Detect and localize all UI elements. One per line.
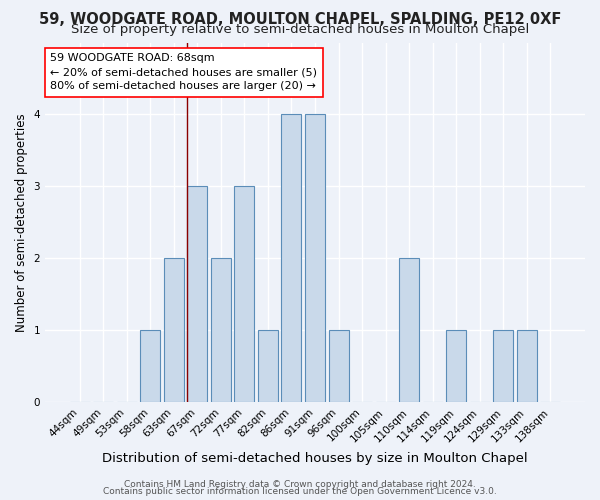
Bar: [329, 330, 349, 402]
Bar: [164, 258, 184, 402]
Text: Size of property relative to semi-detached houses in Moulton Chapel: Size of property relative to semi-detach…: [71, 22, 529, 36]
Bar: [235, 186, 254, 402]
Bar: [517, 330, 537, 402]
Bar: [140, 330, 160, 402]
Bar: [305, 114, 325, 402]
Bar: [258, 330, 278, 402]
Text: Contains HM Land Registry data © Crown copyright and database right 2024.: Contains HM Land Registry data © Crown c…: [124, 480, 476, 489]
Bar: [446, 330, 466, 402]
Y-axis label: Number of semi-detached properties: Number of semi-detached properties: [15, 113, 28, 332]
Text: 59, WOODGATE ROAD, MOULTON CHAPEL, SPALDING, PE12 0XF: 59, WOODGATE ROAD, MOULTON CHAPEL, SPALD…: [39, 12, 561, 28]
Bar: [187, 186, 208, 402]
Bar: [493, 330, 514, 402]
Text: 59 WOODGATE ROAD: 68sqm
← 20% of semi-detached houses are smaller (5)
80% of sem: 59 WOODGATE ROAD: 68sqm ← 20% of semi-de…: [50, 54, 317, 92]
Text: Contains public sector information licensed under the Open Government Licence v3: Contains public sector information licen…: [103, 488, 497, 496]
X-axis label: Distribution of semi-detached houses by size in Moulton Chapel: Distribution of semi-detached houses by …: [102, 452, 528, 465]
Bar: [211, 258, 231, 402]
Bar: [399, 258, 419, 402]
Bar: [281, 114, 301, 402]
